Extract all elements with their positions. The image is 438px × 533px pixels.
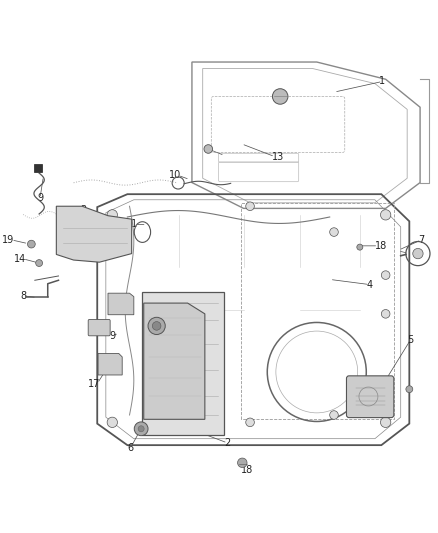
Circle shape (381, 310, 390, 318)
Text: 4: 4 (366, 280, 372, 289)
Text: 19: 19 (2, 235, 14, 245)
Polygon shape (57, 206, 132, 262)
Circle shape (152, 321, 161, 330)
Circle shape (381, 417, 391, 427)
Circle shape (381, 271, 390, 279)
Polygon shape (98, 353, 122, 375)
Circle shape (134, 422, 148, 435)
Circle shape (35, 260, 42, 266)
Text: 10: 10 (169, 170, 181, 180)
Text: 7: 7 (418, 235, 424, 245)
Text: 5: 5 (407, 335, 413, 345)
Text: 17: 17 (88, 378, 101, 389)
Circle shape (204, 144, 212, 154)
Text: 2: 2 (224, 438, 230, 448)
Text: 3: 3 (80, 205, 86, 215)
FancyBboxPatch shape (88, 319, 110, 336)
Text: 16: 16 (152, 320, 165, 329)
Text: 18: 18 (241, 465, 254, 475)
Circle shape (28, 240, 35, 248)
Circle shape (148, 317, 165, 335)
Polygon shape (142, 292, 224, 435)
Text: 15: 15 (110, 297, 122, 307)
Circle shape (406, 386, 413, 393)
Text: 13: 13 (272, 152, 284, 161)
Polygon shape (108, 293, 134, 314)
Text: 9: 9 (37, 193, 43, 204)
Circle shape (381, 209, 391, 220)
Circle shape (246, 202, 254, 211)
Circle shape (246, 418, 254, 426)
Text: 14: 14 (14, 254, 26, 264)
Text: 1: 1 (379, 76, 385, 86)
Circle shape (138, 426, 144, 432)
Text: 11: 11 (126, 219, 138, 229)
Circle shape (413, 248, 423, 259)
Text: 12: 12 (362, 403, 374, 413)
Circle shape (357, 244, 363, 250)
Circle shape (330, 411, 338, 419)
Polygon shape (144, 303, 205, 419)
Circle shape (272, 88, 288, 104)
Circle shape (107, 209, 117, 220)
Text: 8: 8 (20, 291, 26, 301)
Text: 18: 18 (375, 241, 387, 251)
FancyBboxPatch shape (346, 376, 394, 417)
Text: 6: 6 (128, 443, 134, 453)
Circle shape (237, 458, 247, 467)
Circle shape (330, 228, 338, 236)
FancyBboxPatch shape (34, 164, 42, 172)
Circle shape (107, 417, 117, 427)
Text: 9: 9 (110, 331, 115, 341)
